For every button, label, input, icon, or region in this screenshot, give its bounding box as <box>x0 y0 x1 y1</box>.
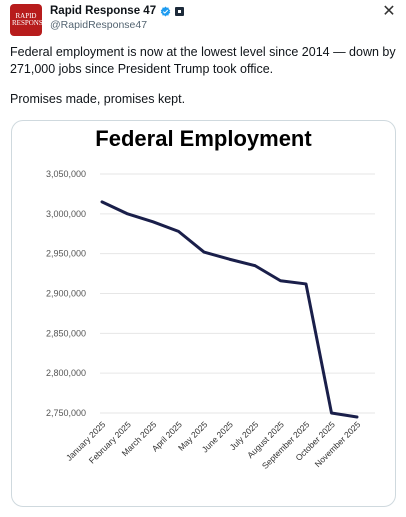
avatar[interactable]: RAPID RESPONSE <box>10 4 42 36</box>
avatar-logo-text: RAPID RESPONSE <box>12 12 42 27</box>
chart-card[interactable]: Federal Employment 3,050,000 3,000,000 2,95… <box>11 120 396 507</box>
government-badge-icon <box>175 6 185 16</box>
data-point <box>177 230 180 233</box>
y-tick-label: 2,750,000 <box>46 408 86 418</box>
data-point <box>202 250 206 254</box>
tweet-paragraph: Federal employment is now at the lowest … <box>10 45 396 76</box>
verified-badge-icon <box>160 6 171 16</box>
data-point <box>279 279 282 282</box>
y-tick-label: 2,800,000 <box>46 368 86 378</box>
y-tick-label: 2,850,000 <box>46 328 86 338</box>
y-tick-label: 2,900,000 <box>46 289 86 299</box>
y-tick-label: 3,000,000 <box>46 209 86 219</box>
data-point <box>151 220 155 223</box>
tweet-paragraph: Promises made, promises kept. <box>10 92 186 106</box>
close-icon: ✕ <box>382 3 396 20</box>
data-point <box>253 264 257 267</box>
data-point <box>126 212 129 216</box>
x-tick-label: November 2025 <box>313 419 363 469</box>
y-tick-label: 2,950,000 <box>46 249 86 259</box>
series-line <box>100 200 359 419</box>
data-point <box>100 200 104 204</box>
data-point <box>304 282 308 286</box>
federal-employment-chart: Federal Employment 3,050,000 3,000,000 2,95… <box>46 126 375 471</box>
display-name[interactable]: Rapid Response 47 <box>50 5 157 17</box>
chart-title: Federal Employment <box>95 126 312 151</box>
y-tick-label: 3,050,000 <box>46 169 86 179</box>
data-point <box>355 415 359 419</box>
data-point <box>228 258 231 261</box>
account-handle[interactable]: @RapidResponse47 <box>50 19 148 31</box>
data-point <box>330 411 333 415</box>
account-name-row: Rapid Response 47 <box>50 4 185 18</box>
tweet-text: Federal employment is now at the lowest … <box>10 44 398 108</box>
close-button[interactable]: ✕ <box>380 2 398 20</box>
